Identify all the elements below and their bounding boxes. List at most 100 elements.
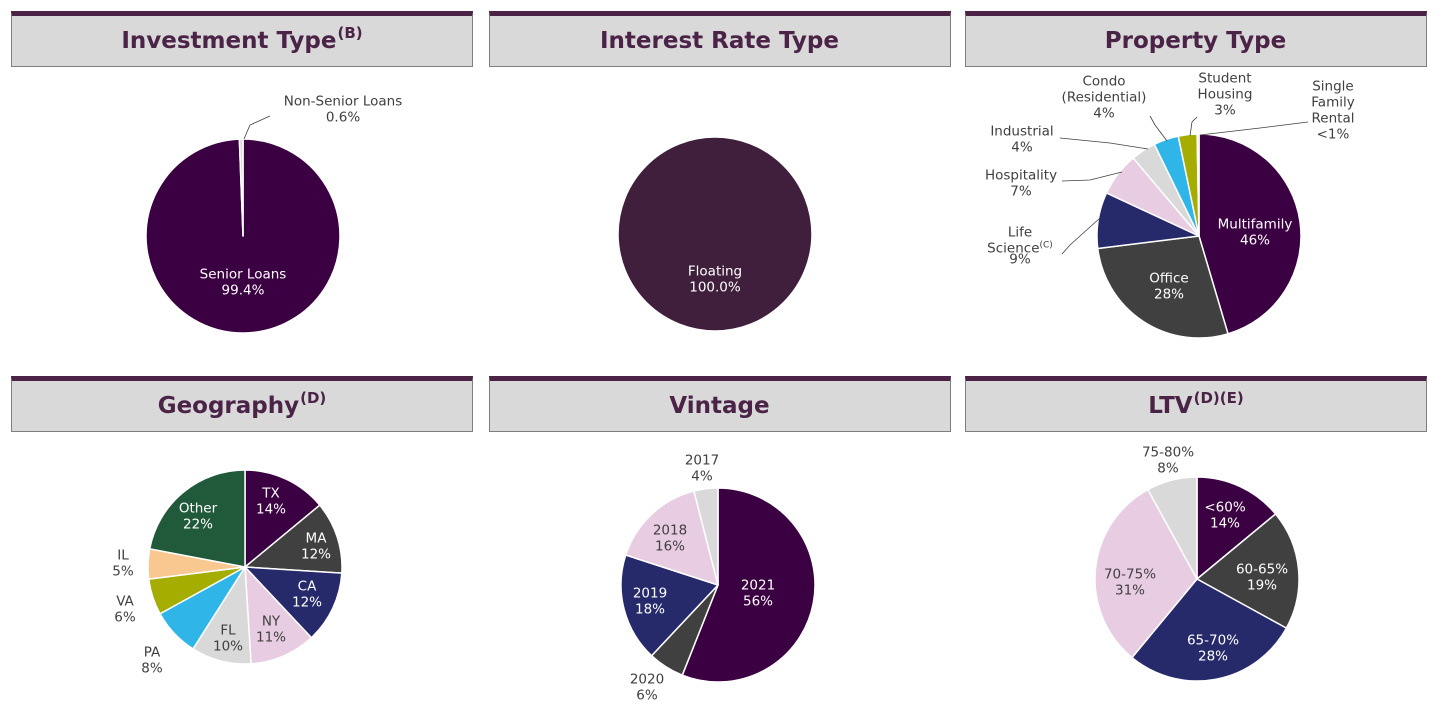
pie-slice bbox=[148, 469, 246, 568]
slice-name: Single bbox=[1312, 79, 1354, 95]
slice-label: MA 12% bbox=[301, 531, 331, 563]
slice-name: Floating bbox=[688, 264, 742, 280]
slice-label: VA 6% bbox=[114, 594, 136, 626]
panel-title: Interest Rate Type bbox=[599, 28, 839, 54]
slice-value: 99.4% bbox=[222, 283, 265, 299]
pie-slice bbox=[244, 566, 313, 665]
slice-name: Other bbox=[179, 501, 218, 517]
slice-value: 19% bbox=[1247, 578, 1277, 594]
slice-name: Hospitality bbox=[985, 168, 1057, 184]
slice-label: Condo (Residential) 4% bbox=[1062, 74, 1147, 122]
leader-line bbox=[1061, 171, 1123, 182]
pie-slice bbox=[1131, 578, 1288, 682]
slice-value: 56% bbox=[743, 594, 773, 610]
panel-header-investment-type: Investment Type(B) bbox=[11, 11, 473, 67]
slice-name: 2018 bbox=[653, 523, 687, 539]
panel-title: Vintage bbox=[669, 393, 770, 419]
footnote-marker: (C) bbox=[1040, 241, 1053, 251]
slice-value: 16% bbox=[655, 539, 685, 555]
slice-label: 65-70% 28% bbox=[1187, 633, 1239, 665]
pie-chart-interest-rate-type: Floating 100.0% bbox=[617, 136, 813, 332]
pie-slice bbox=[617, 136, 813, 332]
panel-title: LTV(D)(E) bbox=[1148, 389, 1244, 419]
pie-slice bbox=[1097, 235, 1229, 339]
leader-line bbox=[243, 115, 271, 140]
pie-slice bbox=[238, 138, 244, 237]
slice-name: <60% bbox=[1204, 500, 1245, 516]
slice-name: Non-Senior Loans bbox=[284, 94, 402, 110]
pie-slice bbox=[1196, 133, 1200, 237]
slice-label: Office 28% bbox=[1149, 271, 1188, 303]
slice-name: 60-65% bbox=[1236, 562, 1288, 578]
slice-value: 28% bbox=[1198, 649, 1228, 665]
pie-slice bbox=[1147, 476, 1198, 580]
slice-value: 10% bbox=[213, 639, 243, 655]
slice-name: Multifamily bbox=[1218, 217, 1293, 233]
pie-chart-ltv-d-e: <60% 14% 60-65% 19% 65-70% 28% 70-75% 31% 75-80%… bbox=[1094, 445, 1300, 682]
slice-label: Other 22% bbox=[179, 501, 218, 533]
slice-value: 100.0% bbox=[689, 280, 741, 296]
panel-header-property-type: Property Type bbox=[965, 11, 1427, 67]
slice-value: 46% bbox=[1240, 233, 1270, 249]
slice-value: 6% bbox=[114, 610, 136, 626]
pie-slice bbox=[1198, 133, 1302, 335]
slice-label: 70-75% 31% bbox=[1104, 567, 1156, 599]
slice-label: 75-80% 8% bbox=[1142, 445, 1194, 477]
panel-title: Property Type bbox=[1104, 28, 1287, 54]
slice-name: (Residential) bbox=[1062, 90, 1147, 106]
slice-value: <1% bbox=[1317, 127, 1350, 143]
slice-value: 0.6% bbox=[326, 110, 360, 126]
slice-name: TX bbox=[261, 486, 280, 502]
slice-value: 11% bbox=[256, 630, 286, 646]
slice-name: Rental bbox=[1312, 111, 1355, 127]
slice-name: Office bbox=[1149, 271, 1188, 287]
slice-value: 4% bbox=[1093, 106, 1115, 122]
leader-line bbox=[1059, 137, 1149, 150]
slice-name: Condo bbox=[1082, 74, 1125, 90]
slice-name: Student bbox=[1198, 71, 1251, 87]
slice-label: 60-65% 19% bbox=[1236, 562, 1288, 594]
slice-name: Science bbox=[987, 241, 1039, 257]
leader-line bbox=[1061, 217, 1101, 255]
pie-slice bbox=[620, 554, 719, 657]
panel-header-ltv: LTV(D)(E) bbox=[965, 376, 1427, 432]
pie-chart-vintage: 2021 56% 2020 6% 2019 18% 2018 16% 2017 4% bbox=[620, 453, 816, 704]
pie-slice bbox=[681, 487, 816, 683]
slice-name: 70-75% bbox=[1104, 567, 1156, 583]
slice-name: Life bbox=[1008, 225, 1032, 241]
slice-label: Floating 100.0% bbox=[688, 264, 742, 296]
panel-title: Geography(D) bbox=[157, 389, 327, 419]
slice-value: 22% bbox=[183, 517, 213, 533]
pie-slice bbox=[244, 504, 343, 574]
leader-line bbox=[1199, 121, 1309, 136]
pie-chart-investment-type-b: Senior Loans 99.4% Non-Senior Loans 0.6% bbox=[145, 94, 402, 334]
slice-value: 7% bbox=[1010, 184, 1032, 200]
pie-slice bbox=[244, 469, 321, 568]
pie-slice bbox=[244, 566, 343, 639]
slice-name: PA bbox=[144, 645, 161, 661]
slice-value: 3% bbox=[1214, 103, 1236, 119]
slice-value: 5% bbox=[112, 564, 134, 580]
slice-value: 6% bbox=[636, 688, 658, 704]
slice-name: NY bbox=[262, 614, 281, 630]
slice-label: Single Family Rental <1% bbox=[1311, 79, 1354, 143]
slice-name: Housing bbox=[1198, 87, 1253, 103]
slice-name: 2021 bbox=[741, 578, 775, 594]
slice-name: 2017 bbox=[685, 453, 719, 469]
slice-value: 14% bbox=[1210, 516, 1240, 532]
slice-name: Senior Loans bbox=[200, 267, 287, 283]
pie-chart-geography-d: TX 14%MA 12%CA 12%NY 11%FL 10%PA 8%VA 6%IL 5%Oth… bbox=[112, 469, 343, 677]
slice-value: 8% bbox=[1157, 461, 1179, 477]
slice-label: NY 11% bbox=[256, 614, 286, 646]
slice-name: VA bbox=[116, 594, 134, 610]
slice-label: 2020 6% bbox=[630, 672, 664, 704]
slice-label: TX 14% bbox=[256, 486, 286, 518]
slice-name: CA bbox=[298, 579, 317, 595]
slice-label: 2018 16% bbox=[653, 523, 687, 555]
pie-slice bbox=[693, 487, 719, 586]
slice-name: IL bbox=[117, 548, 129, 564]
slice-value: 31% bbox=[1115, 583, 1145, 599]
pie-slice bbox=[1196, 476, 1277, 580]
slice-value: 28% bbox=[1154, 287, 1184, 303]
